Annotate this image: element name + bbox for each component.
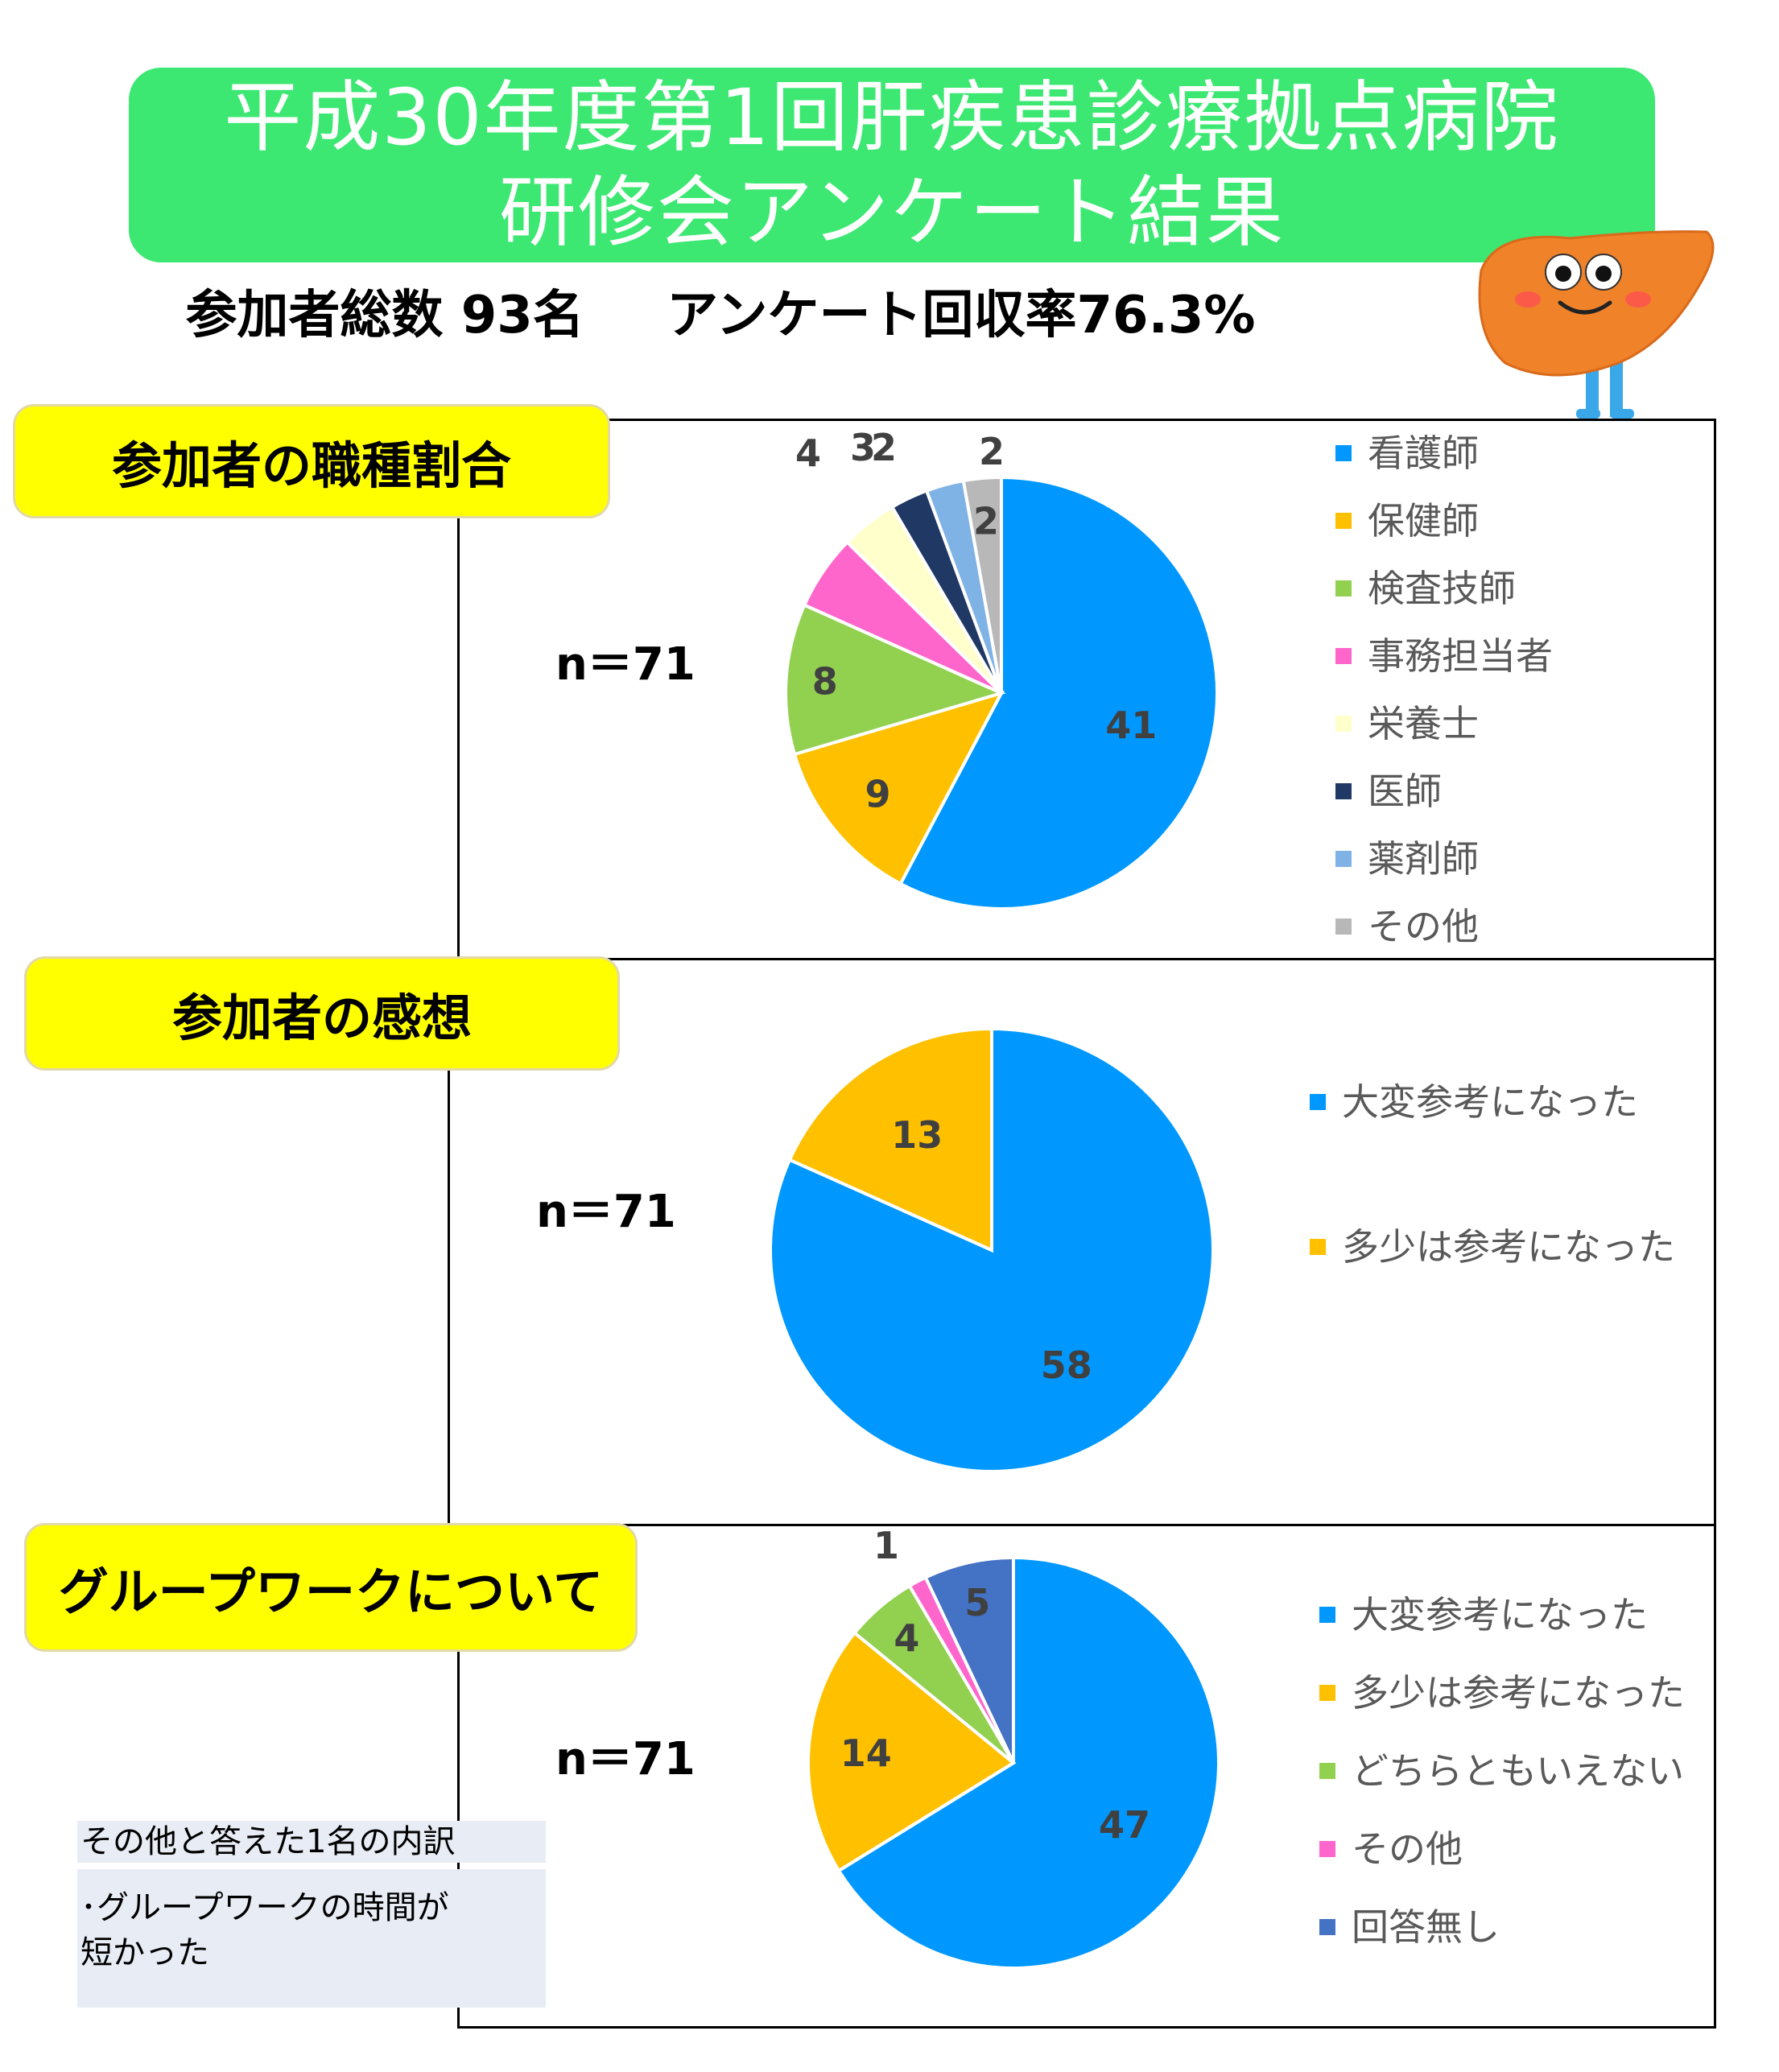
data-label-3: 8 bbox=[812, 659, 838, 703]
data-label-5: 3 bbox=[850, 426, 876, 469]
frame-divider-2 bbox=[448, 1524, 1716, 1526]
data-label-2: 9 bbox=[865, 773, 891, 816]
legend-label-7: 薬剤師 bbox=[1368, 837, 1479, 881]
frame-divider-1 bbox=[448, 958, 1716, 960]
frame-left-2 bbox=[448, 958, 450, 1525]
legend-swatch-7 bbox=[1335, 851, 1352, 867]
legend-label-4: その他 bbox=[1352, 1827, 1463, 1871]
n-label-groupwork: n＝71 bbox=[555, 1733, 696, 1785]
note-line-2: 短かった bbox=[80, 1934, 209, 1971]
pie-slice-2 bbox=[807, 1630, 1017, 1873]
legend-label-2: 多少は参考になった bbox=[1342, 1225, 1675, 1269]
legend-swatch-1 bbox=[1310, 1094, 1326, 1110]
title-banner: 平成30年度第1回肝疾患診療拠点病院 研修会アンケート結果 bbox=[129, 68, 1655, 262]
legend-swatch-1 bbox=[1335, 445, 1352, 461]
data-label-1: 58 bbox=[1041, 1343, 1092, 1387]
data-label-7: 2 bbox=[979, 430, 1005, 473]
legend-label-8: その他 bbox=[1368, 905, 1479, 948]
pie-slice-1 bbox=[836, 1555, 1220, 1970]
legend-swatch-8 bbox=[1335, 918, 1352, 935]
other-answer-note: その他と答えた1名の内訳 ･グループワークの時間が 短かった bbox=[77, 1821, 546, 2008]
data-label-6: 2 bbox=[871, 426, 897, 469]
n-label-impression: n＝71 bbox=[536, 1186, 676, 1238]
legend-swatch-1 bbox=[1319, 1607, 1335, 1623]
pie-slice-8 bbox=[961, 475, 1003, 694]
legend-label-2: 多少は参考になった bbox=[1352, 1671, 1685, 1715]
legend-label-1: 看護師 bbox=[1368, 431, 1479, 475]
legend-label-4: 事務担当者 bbox=[1368, 634, 1553, 678]
frame-right bbox=[1714, 419, 1716, 2029]
legend-label-3: 検査技師 bbox=[1368, 567, 1516, 610]
legend-swatch-5 bbox=[1335, 716, 1352, 732]
pie-slice-5 bbox=[923, 1555, 1015, 1764]
legend-label-5: 栄養士 bbox=[1368, 702, 1479, 745]
pie-slice-2 bbox=[787, 1026, 993, 1253]
legend-swatch-2 bbox=[1335, 513, 1352, 529]
title-line-2: 研修会アンケート結果 bbox=[498, 167, 1286, 258]
legend-label-1: 大変参考になった bbox=[1342, 1080, 1638, 1124]
n-label-occupation: n＝71 bbox=[555, 638, 696, 691]
data-label-4: 4 bbox=[795, 431, 821, 475]
pie-slice-1 bbox=[898, 475, 1219, 910]
summary-line: 参加者総数 93名 アンケート回収率76.3% bbox=[0, 274, 1779, 348]
legend-swatch-2 bbox=[1319, 1685, 1335, 1701]
data-label-4: 1 bbox=[873, 1526, 899, 1567]
legend-swatch-2 bbox=[1310, 1239, 1326, 1255]
participants-total: 参加者総数 93名 bbox=[185, 286, 584, 345]
pie-slice-2 bbox=[792, 690, 1005, 886]
legend-swatch-3 bbox=[1319, 1763, 1335, 1779]
legend-label-3: どちらともいえない bbox=[1352, 1749, 1684, 1793]
legend-swatch-5 bbox=[1319, 1919, 1335, 1935]
legend-swatch-4 bbox=[1335, 648, 1352, 664]
legend-swatch-4 bbox=[1319, 1841, 1335, 1857]
liver-mascot-icon bbox=[1478, 230, 1715, 419]
data-label-2: 13 bbox=[891, 1113, 943, 1157]
response-rate: アンケート回収率76.3% bbox=[667, 286, 1256, 345]
note-body: ･グループワークの時間が 短かった bbox=[77, 1869, 546, 2008]
legend-label-5: 回答無し bbox=[1352, 1905, 1500, 1949]
note-line-1: ･グループワークの時間が bbox=[80, 1889, 449, 1926]
frame-left-1 bbox=[457, 419, 460, 958]
frame-left-3 bbox=[457, 1524, 460, 2029]
frame-bottom bbox=[457, 2026, 1716, 2029]
legend-label-1: 大変参考になった bbox=[1352, 1593, 1648, 1637]
frame-top bbox=[457, 419, 1716, 421]
data-label-2: 14 bbox=[840, 1731, 892, 1775]
pie-slice-3 bbox=[784, 602, 1006, 757]
data-label-1: 41 bbox=[1105, 704, 1157, 747]
legend-swatch-3 bbox=[1335, 580, 1352, 596]
note-heading: その他と答えた1名の内訳 bbox=[77, 1821, 546, 1863]
data-label-1: 47 bbox=[1099, 1803, 1150, 1847]
data-label-3: 4 bbox=[894, 1616, 919, 1660]
data-label-5: 5 bbox=[964, 1581, 990, 1624]
title-line-1: 平成30年度第1回肝疾患診療拠点病院 bbox=[224, 72, 1560, 163]
data-label-8: 2 bbox=[973, 499, 999, 543]
section-label-occupation: 参加者の職種割合 bbox=[13, 404, 610, 518]
legend-label-2: 保健師 bbox=[1368, 499, 1479, 543]
section-label-groupwork: グループワークについて bbox=[24, 1523, 638, 1652]
legend-swatch-6 bbox=[1335, 783, 1352, 799]
legend-label-6: 医師 bbox=[1368, 770, 1442, 813]
section-label-impression: 参加者の感想 bbox=[24, 956, 620, 1071]
